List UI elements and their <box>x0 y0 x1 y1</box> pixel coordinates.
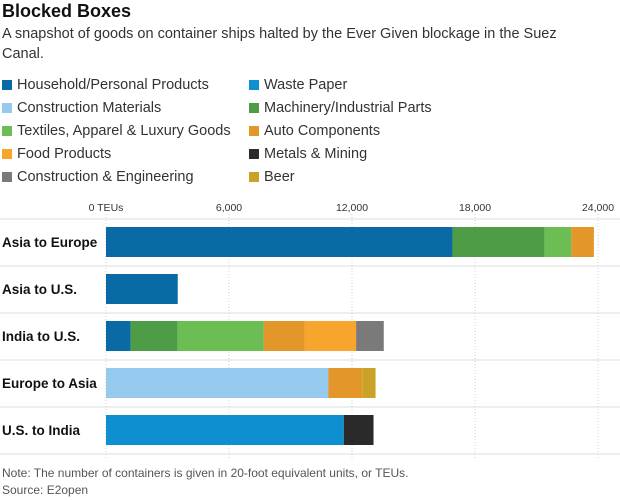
bar-segment <box>343 415 374 445</box>
legend-label: Machinery/Industrial Parts <box>264 100 432 116</box>
bar-segment <box>106 227 453 257</box>
stacked-bar-chart: 0 TEUs 6,000 12,000 18,000 24,000 Asia to Eur… <box>0 202 620 458</box>
bar-segment <box>452 227 545 257</box>
category-label: Asia to U.S. <box>2 282 77 297</box>
legend-swatch <box>249 126 259 136</box>
legend-label: Textiles, Apparel & Luxury Goods <box>17 123 231 139</box>
x-tick-label: 0 TEUs <box>89 202 124 214</box>
bar-segment <box>106 321 131 351</box>
legend-label: Auto Components <box>264 123 381 139</box>
legend-label: Construction & Engineering <box>17 169 194 185</box>
legend-label: Construction Materials <box>17 100 162 116</box>
x-tick-label: 24,000 <box>582 202 614 214</box>
chart-title: Blocked Boxes <box>2 1 132 21</box>
bar-segment <box>106 274 178 304</box>
bar-segment <box>106 368 329 398</box>
legend-swatch <box>249 103 259 113</box>
x-tick-label: 6,000 <box>216 202 242 214</box>
legend-label: Household/Personal Products <box>17 77 209 93</box>
x-tick-label: 12,000 <box>336 202 368 214</box>
chart-subtitle: A snapshot of goods on container ships h… <box>2 26 557 62</box>
legend-swatch <box>249 172 259 182</box>
bar-segment <box>106 415 344 445</box>
legend-swatch <box>2 149 12 159</box>
legend-swatch <box>249 149 259 159</box>
bar-segment <box>362 368 376 398</box>
legend-label: Waste Paper <box>264 77 348 93</box>
bar-segment <box>356 321 384 351</box>
category-label: Asia to Europe <box>2 235 98 250</box>
category-label: Europe to Asia <box>2 376 97 391</box>
legend-label: Food Products <box>17 146 112 162</box>
bar-segment <box>130 321 178 351</box>
chart-note: Note: The number of containers is given … <box>2 466 409 480</box>
legend-swatch <box>249 80 259 90</box>
bar-segment <box>263 321 305 351</box>
legend-label: Beer <box>264 169 295 185</box>
bar-segment <box>328 368 363 398</box>
bar-segment <box>571 227 594 257</box>
x-tick-label: 18,000 <box>459 202 491 214</box>
legend-swatch <box>2 103 12 113</box>
bar-segment <box>304 321 357 351</box>
legend-swatch <box>2 80 12 90</box>
category-label: India to U.S. <box>2 329 80 344</box>
category-label: U.S. to India <box>2 423 80 438</box>
bar-segment <box>544 227 572 257</box>
legend-swatch <box>2 172 12 182</box>
legend-label: Metals & Mining <box>264 146 368 162</box>
bar-segment <box>177 321 264 351</box>
chart-source: Source: E2open <box>2 483 89 497</box>
legend-swatch <box>2 126 12 136</box>
